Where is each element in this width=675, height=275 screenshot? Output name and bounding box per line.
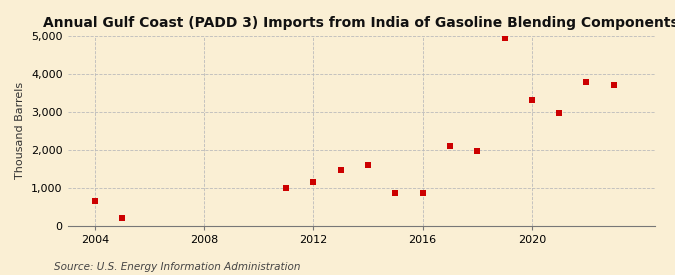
Point [554,110,564,115]
Title: Annual Gulf Coast (PADD 3) Imports from India of Gasoline Blending Components: Annual Gulf Coast (PADD 3) Imports from … [43,16,675,31]
Point [499,35,510,40]
Point [362,163,373,167]
Text: Source: U.S. Energy Information Administration: Source: U.S. Energy Information Administ… [54,262,300,272]
Point [581,80,592,84]
Point [526,98,537,103]
Point [89,199,100,203]
Point [281,185,292,190]
Point [335,167,346,172]
Point [117,216,128,220]
Y-axis label: Thousand Barrels: Thousand Barrels [16,82,26,179]
Point [417,191,428,196]
Point [308,180,319,184]
Point [608,83,619,87]
Point [472,148,483,153]
Point [390,191,401,196]
Point [445,144,456,148]
